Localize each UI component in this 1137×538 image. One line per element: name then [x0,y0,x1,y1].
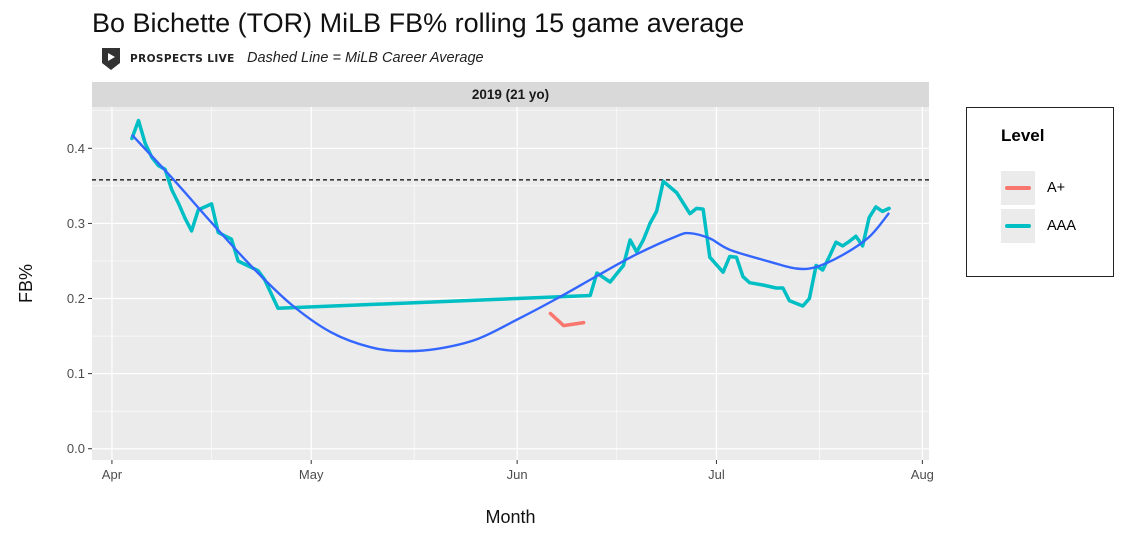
x-tick-label: Apr [102,467,123,482]
x-tick-label: May [299,467,324,482]
facet-strip [92,82,929,107]
y-tick-label: 0.1 [67,366,85,381]
y-tick-label: 0.4 [67,141,85,156]
chart-subtitle: Dashed Line = MiLB Career Average [247,50,484,66]
legend-item-aaa: AAA [1001,209,1076,243]
x-axis-title: Month [485,507,535,527]
facet-label: 2019 (21 yo) [472,87,549,102]
y-tick-label: 0.3 [67,216,85,231]
y-axis-title: FB% [16,264,36,303]
legend-key-a-plus [1001,171,1035,205]
brand-name: PROSPECTS LIVE [130,53,235,65]
legend: Level A+ AAA [966,107,1114,277]
legend-key-aaa [1001,209,1035,243]
series-line-aaplus [548,311,586,328]
legend-label-a-plus: A+ [1047,180,1066,196]
legend-label-aaa: AAA [1047,218,1077,234]
series-line-aaa [130,118,891,311]
trend-line-smooth [131,133,891,353]
x-tick-label: Aug [911,467,934,482]
y-tick-label: 0.0 [67,441,85,456]
plot-panel [92,107,929,460]
chart-title: Bo Bichette (TOR) MiLB FB% rolling 15 ga… [92,8,745,38]
prospects-live-logo-icon [102,48,120,70]
legend-title: Level [1001,126,1045,145]
brand-logo-lockup: PROSPECTS LIVE [102,48,235,70]
x-tick-label: Jun [507,467,528,482]
x-tick-label: Jul [708,467,725,482]
legend-item-a-plus: A+ [1001,171,1065,205]
y-tick-label: 0.2 [67,291,85,306]
